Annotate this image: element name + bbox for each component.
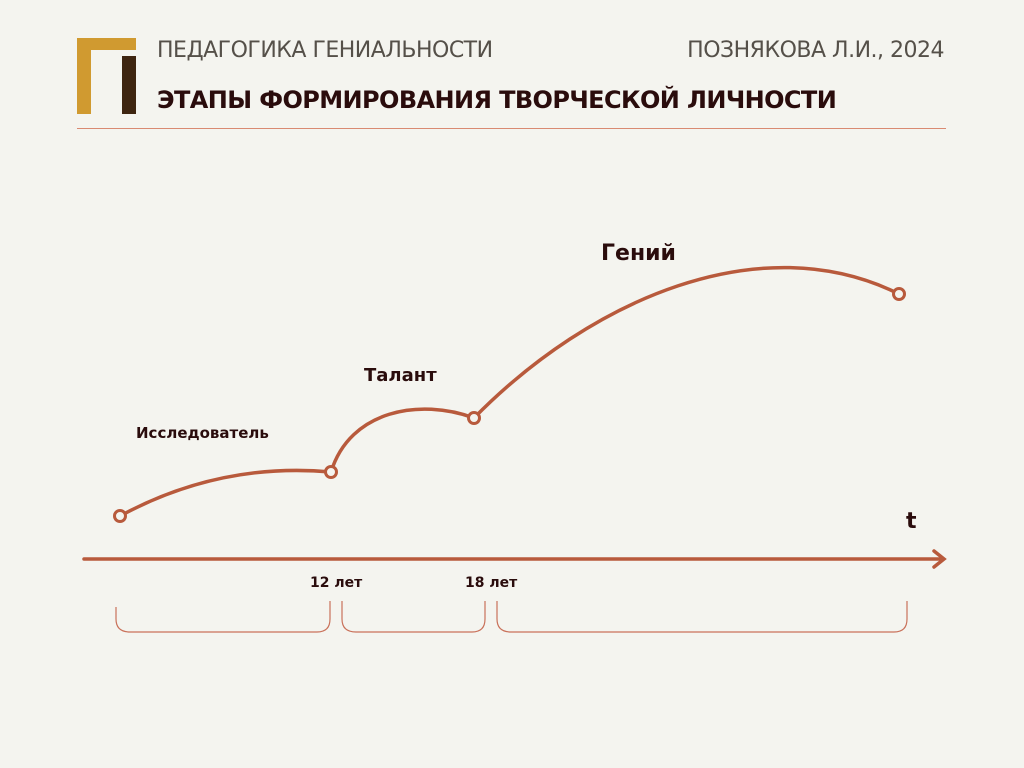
logo-bar-dark [122,56,136,114]
tick-label-12: 12 лет [310,575,363,591]
course-subtitle: ПЕДАГОГИКА ГЕНИАЛЬНОСТИ [157,38,493,63]
axis-label-t: t [906,509,917,534]
curve-talent [329,407,476,474]
point-end [892,287,906,301]
point-start [113,509,127,523]
header-divider [77,128,946,129]
curve-genius [472,265,901,420]
tick-label-18: 18 лет [465,575,518,591]
stage-label-genius: Гений [601,241,676,266]
logo-bar-vertical [77,38,91,114]
logo-bar-horizontal [77,38,136,50]
curve-explorer [118,468,333,518]
author-label: ПОЗНЯКОВА Л.И., 2024 [687,38,944,63]
stage-label-talent: Талант [364,365,437,386]
point-18 [467,411,481,425]
stage-label-explorer: Исследователь [136,424,269,442]
bracket-talent [341,601,486,633]
axis-arrowhead [932,549,947,569]
page-title: ЭТАПЫ ФОРМИРОВАНИЯ ТВОРЧЕСКОЙ ЛИЧНОСТИ [157,86,837,114]
bracket-explorer [115,601,331,633]
point-12 [324,465,338,479]
bracket-genius [496,601,908,633]
